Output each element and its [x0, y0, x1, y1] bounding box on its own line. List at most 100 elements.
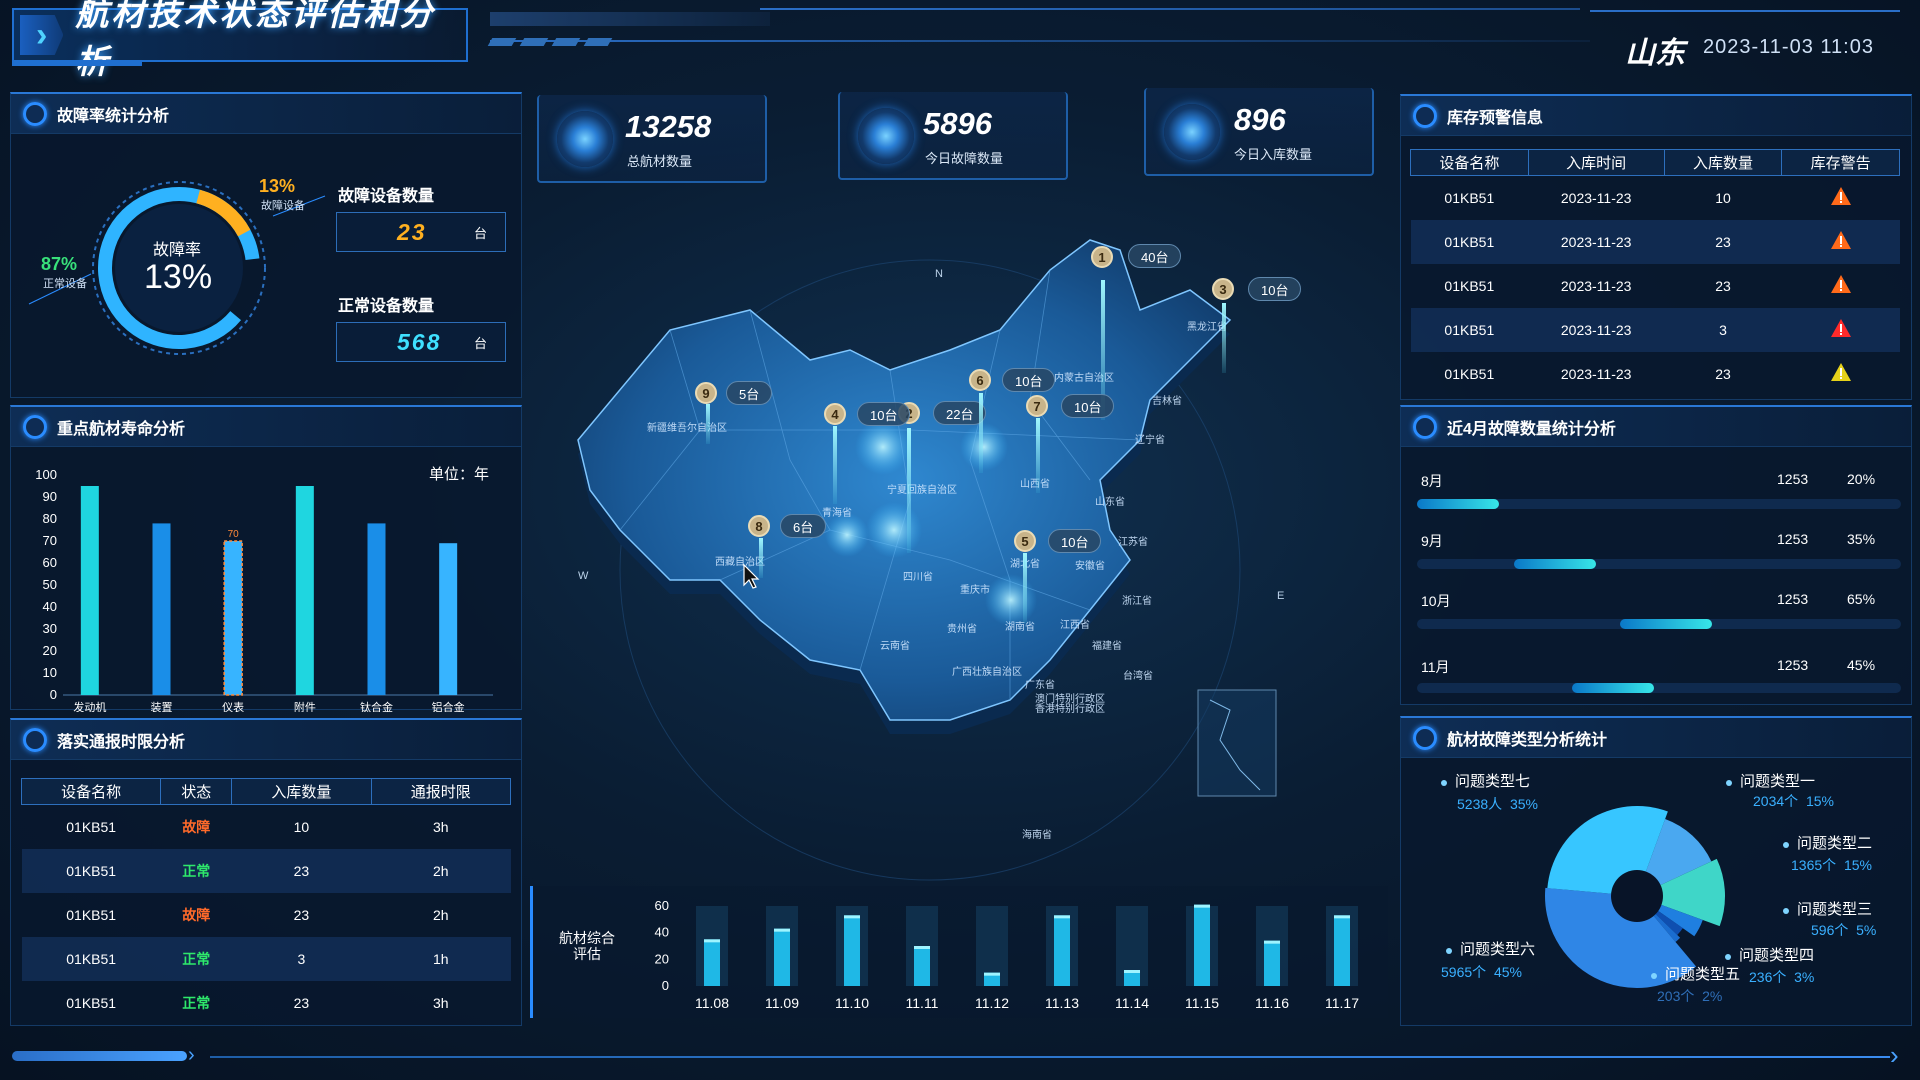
map-pin-tag: 40台: [1128, 244, 1182, 268]
map-pin-6[interactable]: 6: [969, 369, 991, 391]
pie-slice[interactable]: [1637, 858, 1725, 927]
cell-warning: [1782, 352, 1900, 396]
legend-value: 596个 5%: [1811, 920, 1876, 940]
legend-dot-icon: [1783, 842, 1789, 848]
chevron-right-icon: ›: [188, 1044, 195, 1066]
bar[interactable]: [1054, 915, 1070, 986]
y-tick-label: 30: [43, 621, 57, 636]
table-row[interactable]: 01KB51 故障 10 3h: [22, 805, 511, 849]
ring-icon: [1413, 725, 1437, 750]
map-pin-3[interactable]: 3: [1212, 278, 1234, 300]
table-row[interactable]: 01KB51 2023-11-23 23: [1411, 264, 1900, 308]
table-row[interactable]: 01KB51 2023-11-23 3: [1410, 307, 1900, 352]
table-row[interactable]: 01KB51 正常 23 2h: [21, 848, 511, 893]
legend-dot-icon: [1783, 908, 1789, 914]
fault-pct: 13%: [259, 176, 296, 196]
panel-title: 重点航材寿命分析: [57, 420, 186, 438]
province-label: 辽宁省: [1135, 435, 1165, 446]
map-pin-1[interactable]: 1: [1091, 246, 1113, 268]
legend-value: 2034个 15%: [1753, 791, 1834, 811]
map-pin-7[interactable]: 7: [1026, 395, 1048, 417]
bar-cap: [1054, 915, 1070, 919]
bar[interactable]: [439, 543, 458, 695]
month-label: 9月: [1421, 533, 1443, 549]
province-label: 澳门特别行政区: [1035, 694, 1105, 705]
china-map[interactable]: [530, 200, 1310, 900]
province-label: 福建省: [1092, 641, 1122, 652]
map-pin-8[interactable]: 8: [748, 515, 770, 537]
ring-icon: [23, 414, 47, 439]
bar[interactable]: [295, 486, 314, 695]
bar-cap: [1334, 915, 1350, 919]
pie-slice[interactable]: [1545, 887, 1697, 988]
bar[interactable]: [80, 486, 99, 695]
bar[interactable]: [704, 939, 720, 986]
map-pin-tag: 10台: [1002, 368, 1056, 392]
bar[interactable]: [152, 523, 171, 695]
cell-qty: 23: [293, 994, 310, 1011]
x-tick-label: 发动机: [73, 700, 106, 712]
map-pin-5[interactable]: 5: [1014, 530, 1036, 552]
bar[interactable]: [223, 540, 243, 696]
legend-name: 问题类型五: [1665, 966, 1741, 983]
province-label: 云南省: [880, 641, 910, 652]
province-label: 山东省: [1095, 497, 1125, 508]
bar[interactable]: [1194, 904, 1210, 986]
warning-triangle-icon: [1830, 363, 1852, 385]
list-item: 11月 1253 45%: [1417, 639, 1901, 699]
progress-track: [1417, 619, 1901, 629]
bar[interactable]: [1124, 970, 1140, 986]
eval-panel: 航材综合 评估 0 20 40 60 11.08 11.09 11.10 11.11 11.12…: [530, 886, 1388, 1018]
chevron-right-icon: ›: [20, 15, 64, 55]
stat-label: 总航材数量: [627, 154, 693, 169]
month-pct: 65%: [1847, 591, 1876, 607]
life-bar-chart: 0 10 20 30 40 50 60 70 80 90 100 发动机 装置 仪表 附件 钛合金 铝合金 70: [35, 467, 493, 712]
table-row[interactable]: 01KB51 正常 3 1h: [21, 936, 511, 981]
legend-value: 5965个 45%: [1441, 962, 1522, 982]
bar[interactable]: [1334, 915, 1350, 986]
stat-value: 5896: [923, 106, 992, 141]
map-pin-4[interactable]: 4: [824, 403, 846, 425]
table-row[interactable]: 01KB51 2023-11-23 23: [1411, 352, 1900, 396]
table-row[interactable]: 01KB51 2023-11-23 10: [1411, 176, 1900, 220]
column-header: 入库时间: [1527, 149, 1665, 176]
map-pin-9[interactable]: 9: [695, 382, 717, 404]
panel-header: 航材故障类型分析统计: [1401, 718, 1911, 758]
province-label: 香港特别行政区: [1035, 704, 1105, 715]
legend-count: 236个: [1749, 969, 1787, 985]
column-header: 通报时限: [370, 778, 512, 805]
bar[interactable]: [367, 523, 386, 695]
legend-pct: 5%: [1856, 922, 1877, 938]
month-count: 1253: [1777, 531, 1809, 547]
table-row[interactable]: 01KB51 2023-11-23 23: [1410, 219, 1900, 264]
bar[interactable]: [844, 915, 860, 986]
month-label: 10月: [1421, 593, 1451, 609]
stat-label: 今日入库数量: [1234, 147, 1313, 162]
y-tick-label: 40: [43, 599, 57, 614]
cell-name: 01KB51: [66, 994, 117, 1011]
table-row[interactable]: 01KB51 故障 23 2h: [22, 893, 511, 937]
bar[interactable]: [914, 946, 930, 986]
footer-line: [210, 1056, 1890, 1058]
bar-cap: [704, 939, 720, 943]
cell-status: 故障: [182, 818, 211, 835]
legend-name: 问题类型四: [1739, 947, 1815, 964]
warning-triangle-icon: [1830, 187, 1852, 209]
month-count: 1253: [1777, 657, 1809, 673]
x-tick-label: 附件: [294, 700, 316, 712]
bar-cap: [1264, 940, 1280, 944]
bar[interactable]: [984, 972, 1000, 986]
x-tick-label: 11.16: [1255, 995, 1289, 1011]
legend-dot-icon: [1651, 973, 1657, 979]
list-item: 10月 1253 65%: [1417, 579, 1901, 639]
cell-status: 正常: [160, 848, 232, 893]
header-decoration: [487, 38, 613, 46]
bar[interactable]: [1264, 940, 1280, 986]
unit-label: 台: [473, 225, 487, 241]
province-label: 江苏省: [1118, 537, 1148, 548]
table-row[interactable]: 01KB51 正常 23 3h: [22, 981, 511, 1025]
y-tick-label: 70: [43, 533, 57, 548]
bar[interactable]: [774, 928, 790, 986]
pie-slice[interactable]: [1637, 818, 1712, 896]
panel-header: 重点航材寿命分析: [11, 407, 521, 447]
